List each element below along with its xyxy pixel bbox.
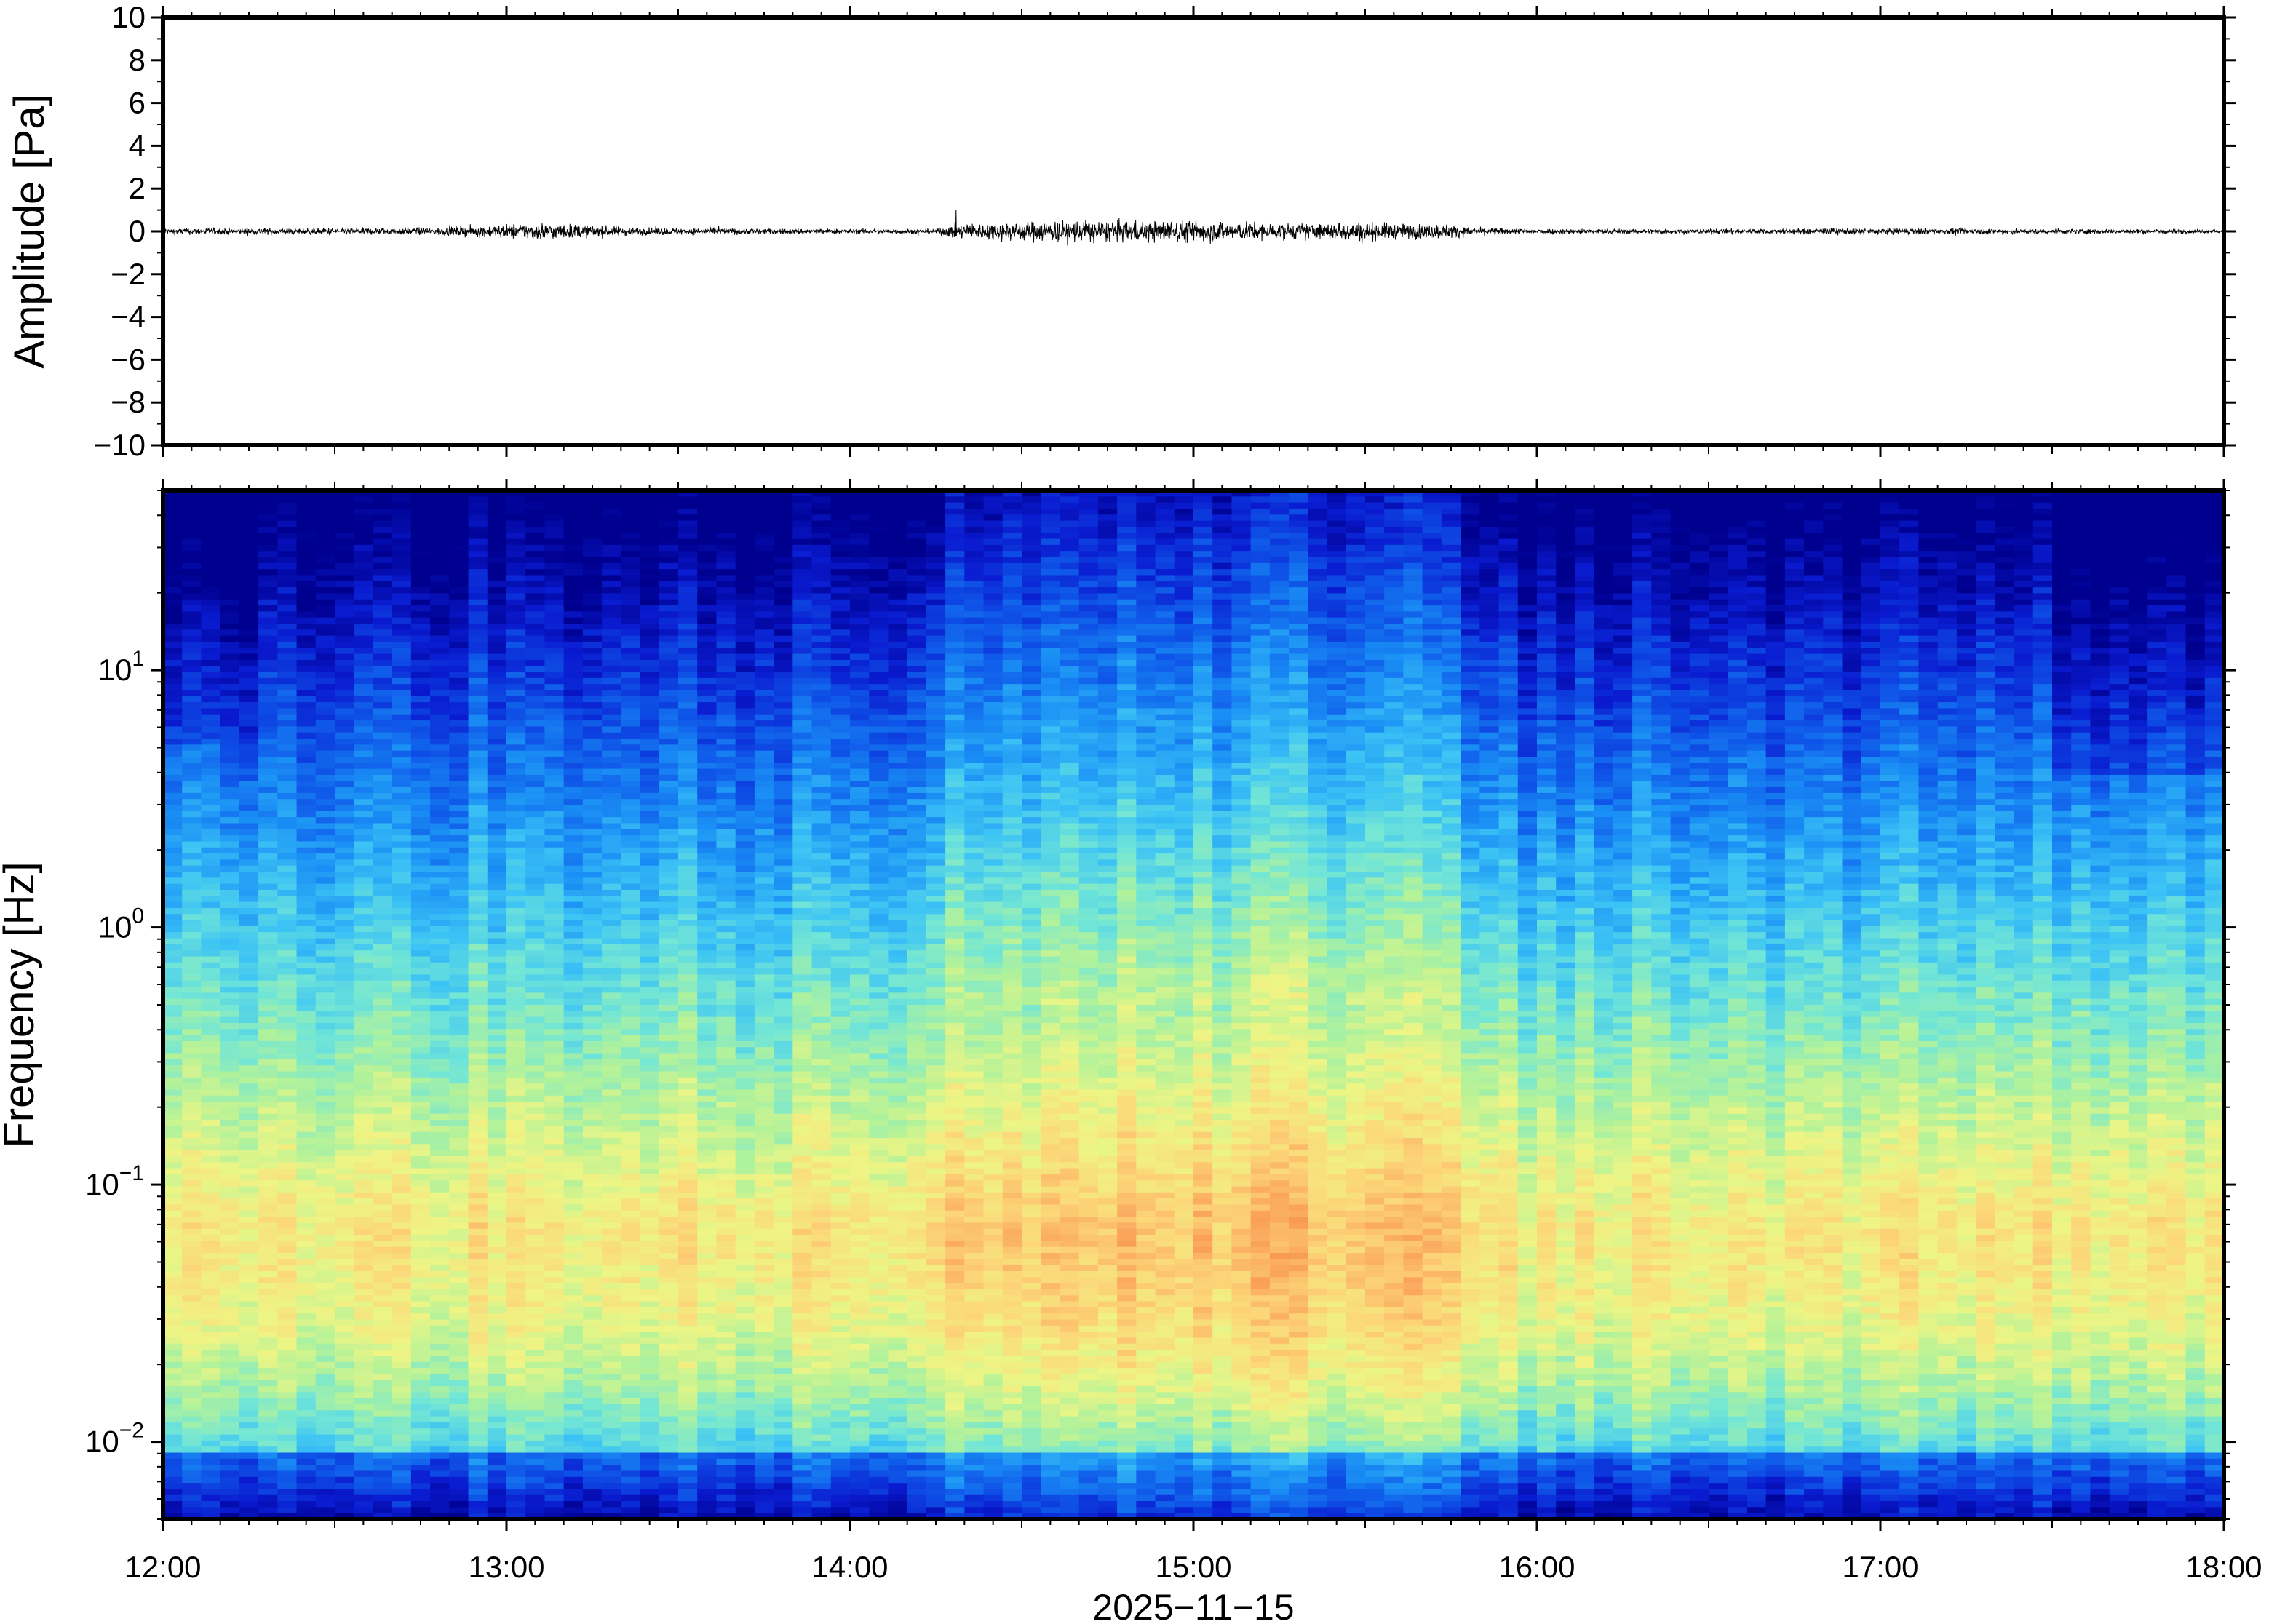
time-tick-label: 16:00 <box>1498 1550 1575 1584</box>
amplitude-tick-label: 0 <box>129 214 146 248</box>
amplitude-axis-title: Amplitude [Pa] <box>6 94 53 368</box>
amplitude-tick-label: −4 <box>111 300 146 334</box>
amplitude-tick-label: 10 <box>111 0 146 34</box>
time-tick-label: 17:00 <box>1842 1550 1918 1584</box>
amplitude-tick-label: −10 <box>94 428 146 462</box>
time-tick-label: 18:00 <box>2185 1550 2262 1584</box>
spectrogram-plot <box>163 490 2224 1519</box>
date-axis-title: 2025−11−15 <box>1092 1587 1294 1624</box>
waveform-line <box>163 210 2224 246</box>
waveform-panel: 10 8 6 4 2 0 −2 −4 −6 −8 −10 Amplitude [Pa] <box>6 0 2236 462</box>
frequency-axis-title: Frequency [Hz] <box>0 861 43 1147</box>
time-x-tick-labels: 12:00 13:00 14:00 15:00 16:00 17:00 18:00 <box>124 1550 2262 1584</box>
frequency-tick-label: 100 <box>98 904 144 944</box>
amplitude-tick-label: 8 <box>129 43 146 77</box>
spectrogram-panel: 10−2 10−1 100 101 12:00 13:00 14:00 15:00 16:00… <box>0 479 2262 1624</box>
waveform-plot <box>163 210 2224 246</box>
amplitude-tick-label: 2 <box>129 171 146 205</box>
amplitude-tick-label: −6 <box>111 342 146 376</box>
frequency-tick-label: 10−1 <box>85 1161 144 1201</box>
waveform-ticks <box>151 6 2236 457</box>
frequency-tick-label: 10−2 <box>85 1419 144 1459</box>
amplitude-tick-label: −8 <box>111 385 146 419</box>
time-tick-label: 14:00 <box>811 1550 888 1584</box>
spectrogram-ticks <box>151 479 2236 1531</box>
amplitude-tick-label: 6 <box>129 86 146 120</box>
waveform-y-tick-labels: 10 8 6 4 2 0 −2 −4 −6 −8 −10 <box>94 0 146 462</box>
frequency-y-tick-labels: 10−2 10−1 100 101 <box>85 647 144 1459</box>
time-tick-label: 15:00 <box>1155 1550 1231 1584</box>
amplitude-tick-label: −2 <box>111 257 146 291</box>
amplitude-tick-label: 4 <box>129 128 146 162</box>
time-tick-label: 12:00 <box>124 1550 201 1584</box>
frequency-tick-label: 101 <box>98 647 144 687</box>
time-tick-label: 13:00 <box>468 1550 544 1584</box>
